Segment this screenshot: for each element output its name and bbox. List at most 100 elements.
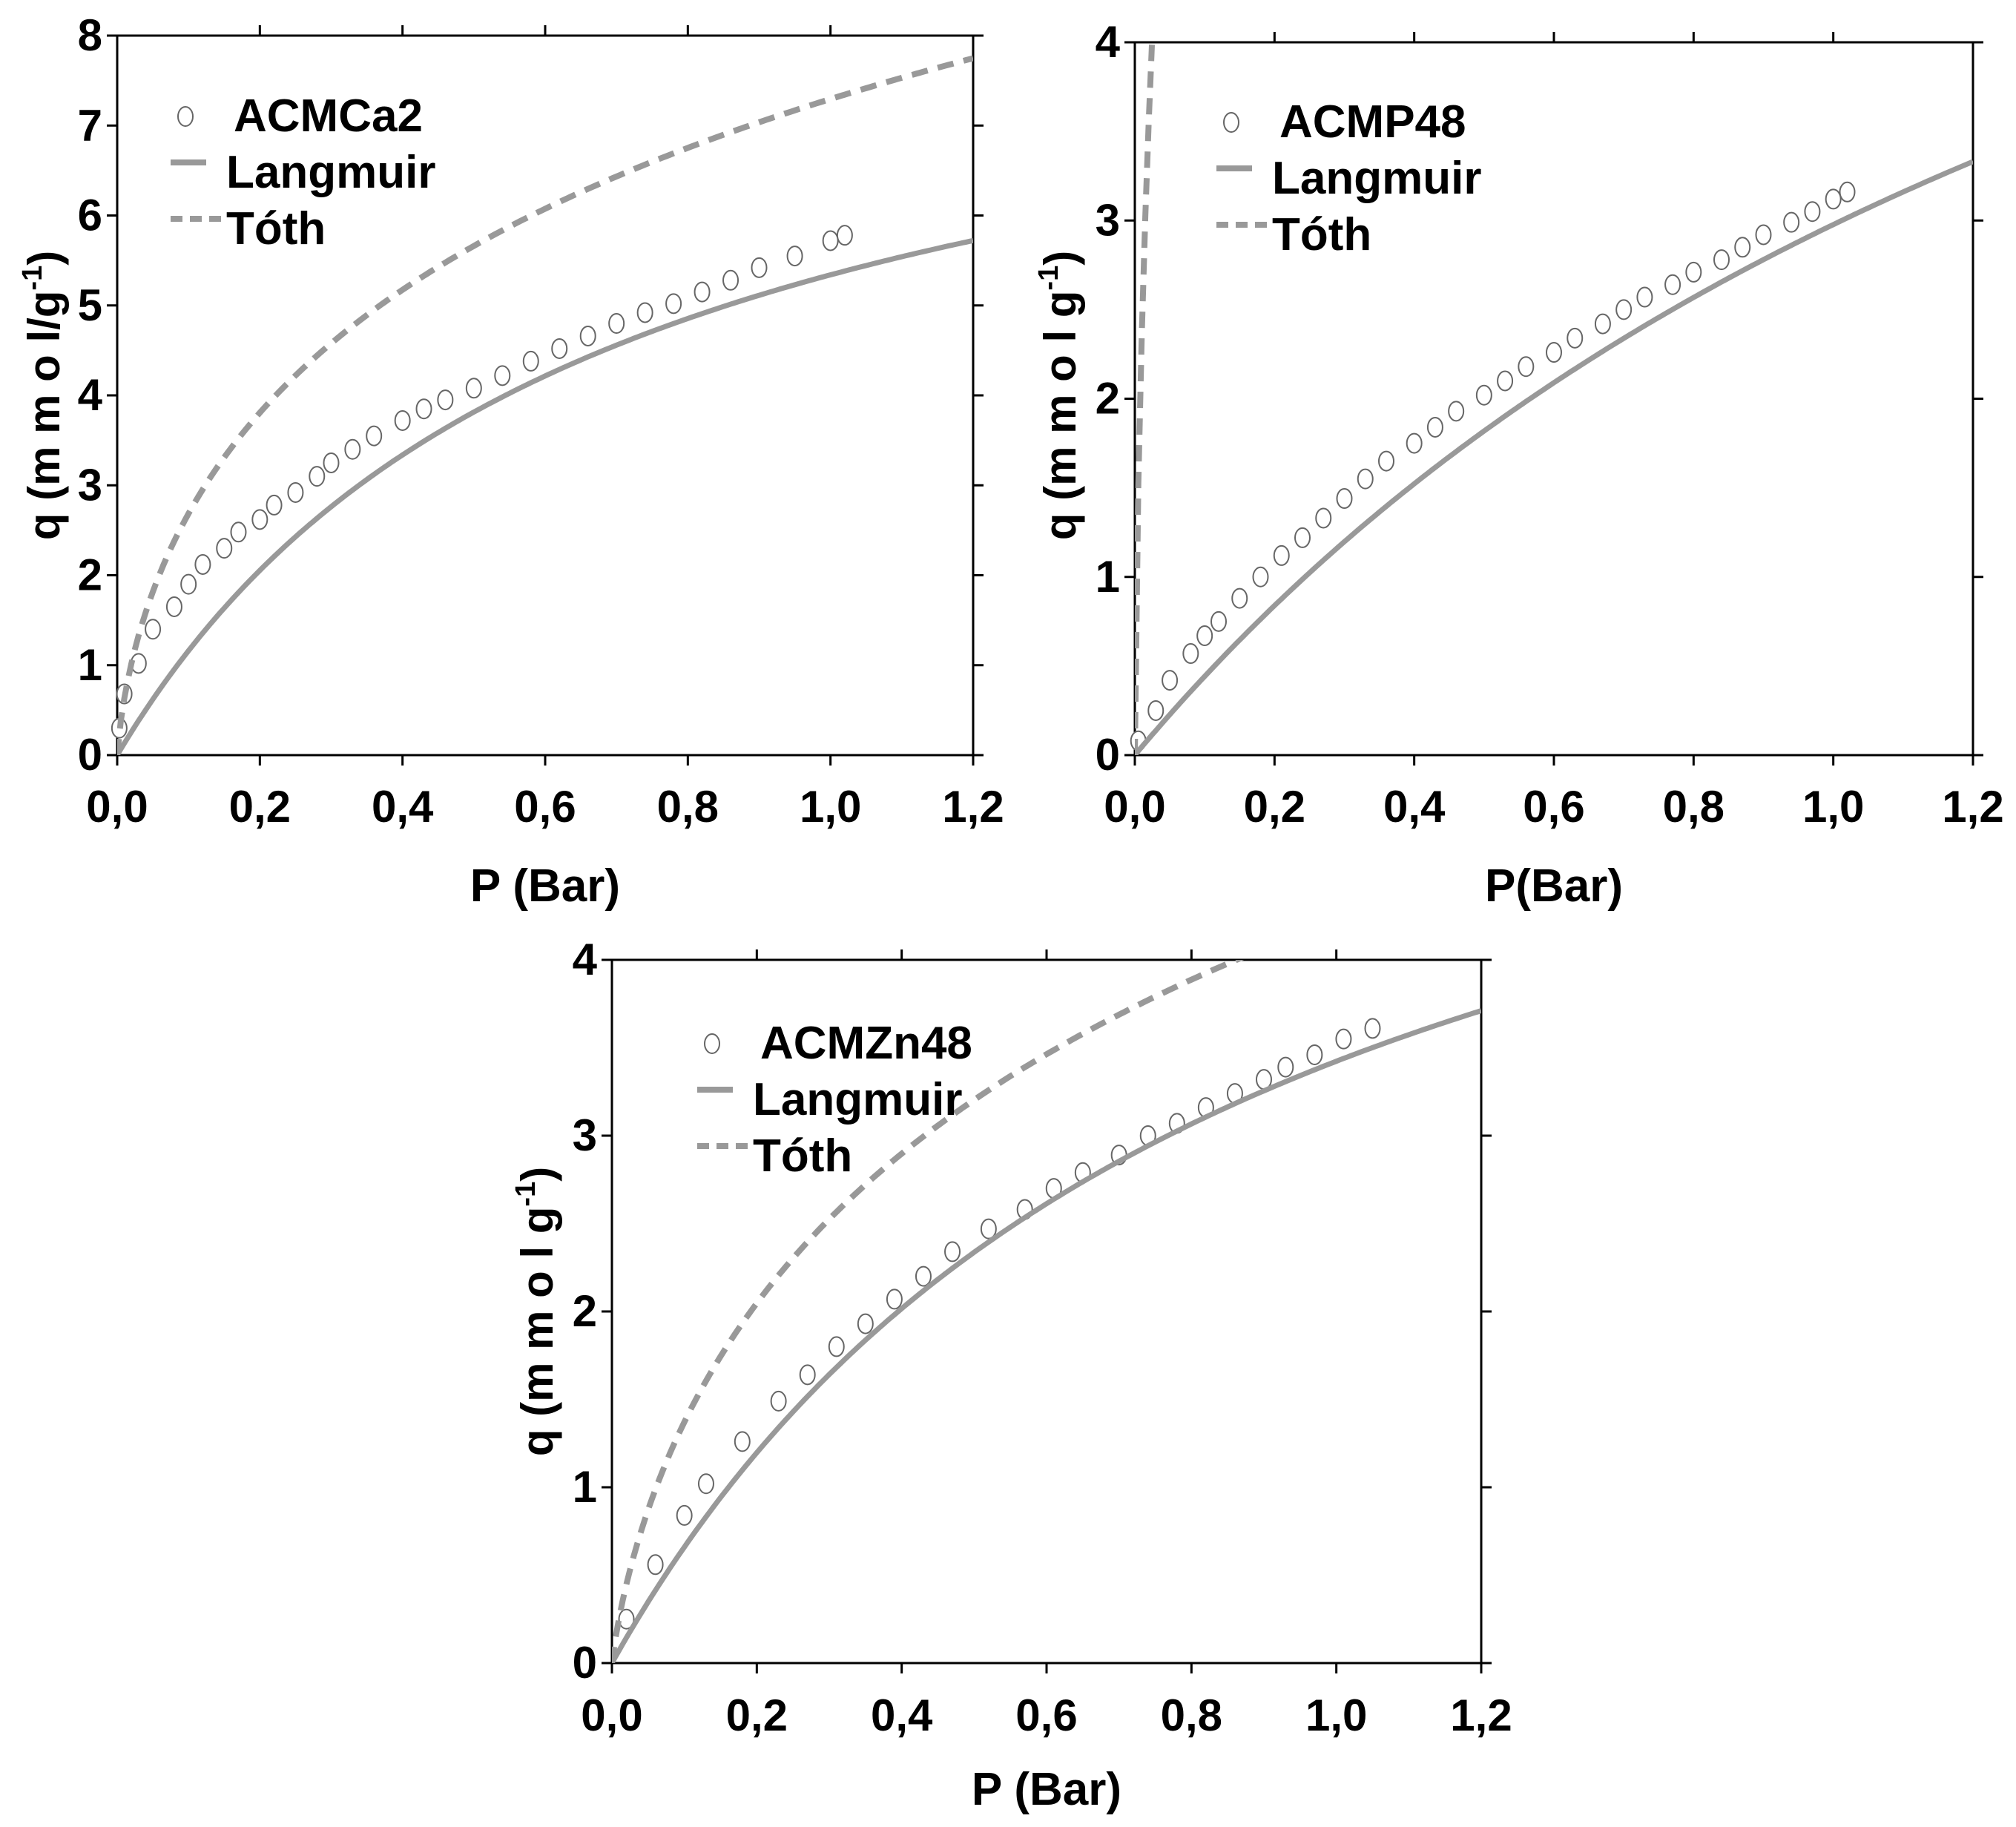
data-point [799,1364,816,1386]
legend-label: Tóth [226,203,326,254]
data-point [1636,286,1653,308]
data-point [366,425,383,447]
data-point [915,1265,932,1287]
data-point [836,225,853,246]
x-tick-label: 0,0 [86,782,148,832]
data-point [734,1431,751,1452]
x-tick-label: 0,0 [581,1691,642,1740]
y-tick-label: 2 [573,1286,597,1336]
x-tick-label: 1,0 [1305,1691,1367,1740]
data-point [665,293,682,315]
langmuir-curve [612,1008,1481,1663]
data-point [309,466,326,487]
data-point [287,481,304,503]
data-point [1475,384,1492,406]
data-point [722,269,739,291]
data-point [1231,587,1248,609]
data-point [828,1336,845,1357]
data-point [1567,327,1584,349]
legend-label: Tóth [753,1130,852,1182]
data-point [494,365,511,386]
data-point [1546,342,1562,363]
legend-marker-points [1223,112,1239,133]
data-point [1734,237,1751,258]
data-point [980,1218,997,1240]
x-tick-label: 1,0 [1802,782,1864,832]
data-point [608,313,625,334]
x-tick-label: 0,4 [871,1691,933,1740]
data-point [1804,201,1821,223]
data-point [1594,313,1611,335]
x-tick-label: 0,8 [1161,1691,1222,1740]
data-point [944,1241,961,1263]
data-point [1336,488,1353,510]
legend-marker-points [177,106,194,127]
data-point [1252,566,1269,587]
y-axis-label: q (m m o l g-1) [510,1167,562,1456]
x-tick-label: 1,0 [800,782,861,832]
x-tick-label: 0,8 [1663,782,1725,832]
data-point [1147,699,1165,721]
y-tick-label: 4 [78,370,103,420]
x-tick-label: 1,2 [1942,782,2003,832]
x-axis-label: P (Bar) [972,1764,1121,1815]
y-tick-label: 3 [1096,195,1120,245]
data-point [1162,670,1179,691]
data-point [1426,416,1443,438]
data-point [1783,211,1800,233]
data-point [1497,370,1514,392]
data-point [1448,401,1465,422]
data-point [1378,450,1394,472]
y-tick-label: 7 [78,100,102,150]
x-tick-label: 1,2 [942,782,1004,832]
data-point [522,350,539,372]
data-point [145,619,162,640]
y-tick-label: 2 [1096,374,1120,424]
x-tick-label: 0,8 [657,782,719,832]
data-point [1277,1056,1294,1078]
langmuir-curve [1135,159,1973,755]
y-tick-label: 5 [78,280,102,330]
legend-label: Tóth [1272,209,1371,260]
x-tick-label: 0,6 [1015,1691,1077,1740]
data-point [822,230,839,251]
data-point [465,378,482,399]
data-point [1839,181,1856,203]
y-tick-label: 8 [78,10,102,60]
data-point [579,325,596,346]
data-point [1273,544,1290,566]
legend-label: Langmuir [753,1074,962,1125]
x-tick-label: 0,6 [514,782,576,832]
chart-panel-1: 0,0 0,2 0,4 0,6 0,8 1,0 1,2 0 1 2 3 4 5 6 7 8 P (Bar) q (… [17,10,1004,912]
chart-panel-2: 0,0 0,2 0,4 0,6 0,8 1,0 1,2 0 1 2 3 4 P(Bar) q (m m o… [1033,17,2004,912]
y-tick-label: 0 [78,730,102,780]
data-point [1406,432,1423,454]
legend-label: ACMP48 [1279,96,1466,148]
data-point [751,257,768,278]
data-point [647,1554,664,1576]
data-point [1664,274,1681,295]
data-point [636,302,653,323]
data-point [1685,261,1702,283]
data-point [694,281,711,303]
data-point [1306,1044,1323,1065]
x-tick-label: 0,4 [372,782,434,832]
data-point [180,573,197,595]
y-tick-label: 4 [573,935,598,984]
x-tick-label: 0,6 [1523,782,1584,832]
data-point [786,246,803,267]
data-point [1615,299,1633,320]
data-point [1364,1018,1381,1039]
toth-curve [612,960,1245,1663]
data-point [216,538,233,559]
data-point [230,521,247,543]
toth-curve [117,55,973,755]
y-tick-label: 6 [78,191,102,240]
x-tick-label: 0,2 [726,1691,788,1740]
data-point [1335,1028,1352,1050]
data-point [415,398,432,420]
